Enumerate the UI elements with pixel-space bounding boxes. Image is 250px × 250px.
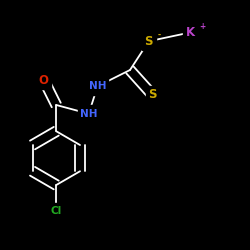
Bar [142, 32, 156, 50]
Bar [78, 105, 100, 122]
Text: NH: NH [80, 109, 98, 119]
Bar [46, 202, 67, 220]
Text: S: S [144, 35, 153, 48]
Text: -: - [158, 30, 161, 40]
Text: S: S [148, 88, 157, 102]
Bar [146, 86, 160, 104]
Bar [183, 24, 197, 41]
Text: NH: NH [89, 81, 106, 91]
Bar [37, 71, 51, 89]
Text: O: O [39, 74, 49, 86]
Text: K: K [186, 26, 194, 39]
Text: Cl: Cl [50, 206, 62, 216]
Text: +: + [200, 22, 205, 31]
Bar [87, 78, 108, 95]
